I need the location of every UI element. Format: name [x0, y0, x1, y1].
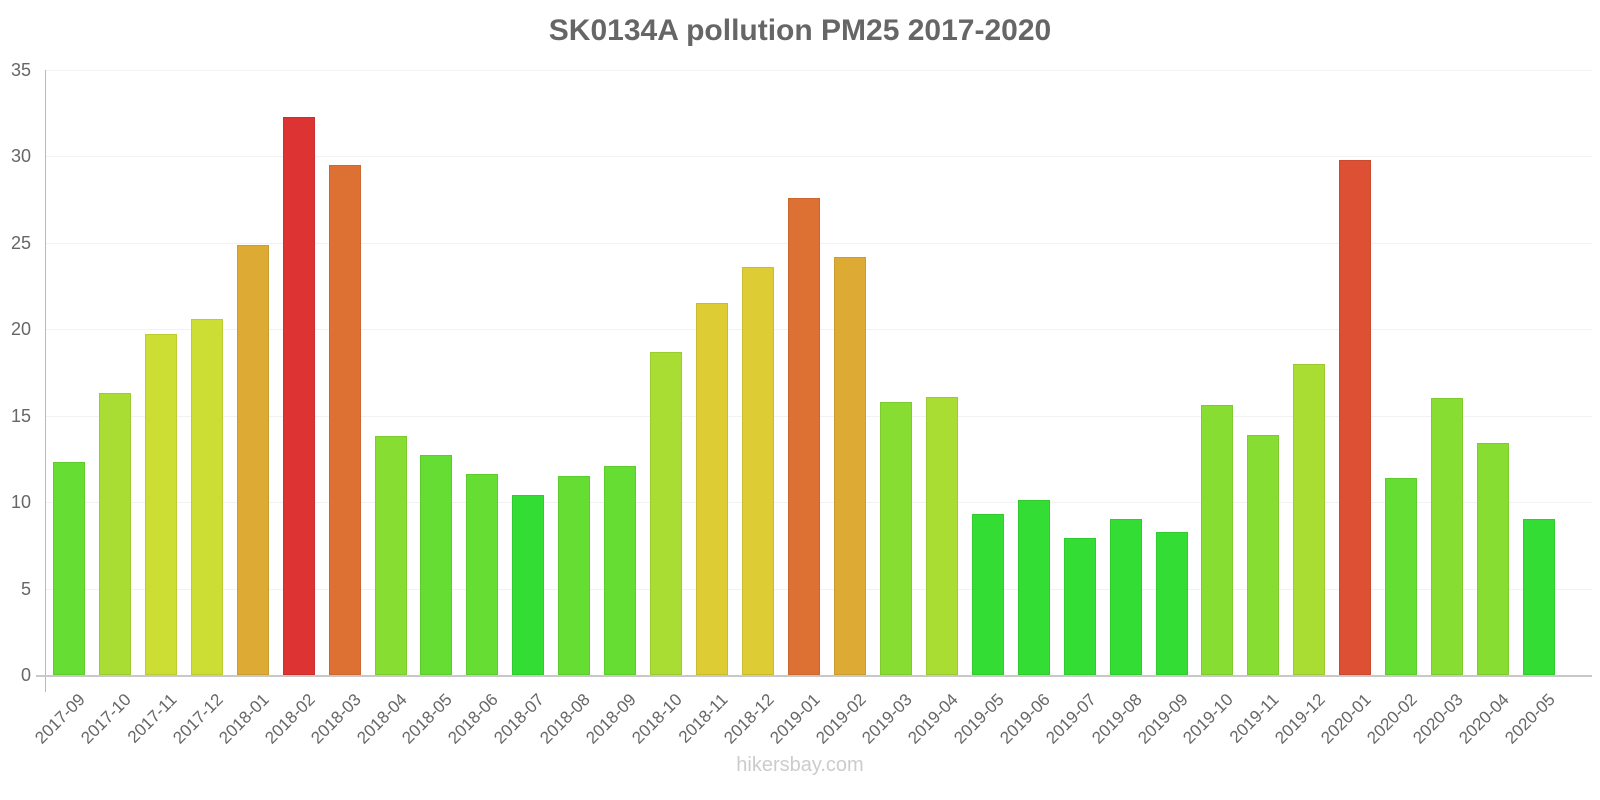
x-tick-label: 2020-03 — [1409, 690, 1467, 748]
y-tick-label: 15 — [10, 406, 31, 426]
y-tick-label: 0 — [20, 665, 31, 685]
x-tick-label: 2020-02 — [1363, 690, 1421, 748]
bar-2019-11[interactable] — [1247, 435, 1279, 675]
x-tick-label: 2018-03 — [307, 690, 365, 748]
x-tick-label: 2019-07 — [1042, 690, 1100, 748]
x-tick-label: 2020-01 — [1317, 690, 1375, 748]
bar-2020-05[interactable] — [1523, 519, 1555, 675]
y-tick-label: 5 — [20, 579, 31, 599]
x-tick-label: 2020-05 — [1501, 690, 1559, 748]
bar-2019-02[interactable] — [834, 257, 866, 675]
bar-2019-07[interactable] — [1064, 538, 1096, 675]
y-tick-label: 35 — [10, 60, 31, 80]
bar-2018-07[interactable] — [512, 495, 544, 675]
bar-2019-09[interactable] — [1156, 532, 1188, 675]
bar-2019-08[interactable] — [1110, 519, 1142, 675]
bar-2018-03[interactable] — [329, 165, 361, 675]
x-tick-label: 2018-06 — [444, 690, 502, 748]
chart-title: SK0134A pollution PM25 2017-2020 — [548, 14, 1052, 47]
bar-2020-03[interactable] — [1431, 398, 1463, 675]
x-tick-label: 2018-09 — [582, 690, 640, 748]
bar-2018-09[interactable] — [604, 466, 636, 675]
x-tick-label: 2019-05 — [950, 690, 1008, 748]
x-tick-label: 2017-10 — [77, 690, 135, 748]
x-tick-label: 2017-11 — [123, 690, 181, 747]
x-axis-line — [36, 675, 1592, 677]
bar-2019-10[interactable] — [1201, 405, 1233, 675]
x-tick-label: 2017-09 — [31, 690, 89, 748]
x-tick-label: 2019-02 — [812, 690, 870, 748]
y-axis-line — [45, 70, 46, 692]
x-tick-label: 2018-08 — [536, 690, 594, 748]
bar-2019-04[interactable] — [926, 397, 958, 675]
bar-2019-03[interactable] — [880, 402, 912, 675]
x-tick-label: 2019-01 — [766, 690, 824, 748]
bar-2018-08[interactable] — [558, 476, 590, 675]
bar-2018-04[interactable] — [375, 436, 407, 675]
bar-2018-10[interactable] — [650, 352, 682, 675]
bar-2018-11[interactable] — [696, 303, 728, 675]
bar-2017-11[interactable] — [145, 334, 177, 675]
bar-2017-10[interactable] — [99, 393, 131, 675]
x-tick-label: 2020-04 — [1455, 690, 1513, 748]
bar-2019-12[interactable] — [1293, 364, 1325, 675]
bar-2018-12[interactable] — [742, 267, 774, 675]
x-tick-label: 2017-12 — [169, 690, 227, 748]
bar-2017-12[interactable] — [191, 319, 223, 675]
x-tick-label: 2019-03 — [858, 690, 916, 748]
x-tick-label: 2018-07 — [490, 690, 548, 748]
x-tick-label: 2018-12 — [720, 690, 778, 748]
bar-2020-01[interactable] — [1339, 160, 1371, 675]
bar-2018-02[interactable] — [283, 117, 315, 675]
x-tick-label: 2019-08 — [1088, 690, 1146, 748]
watermark: hikersbay.com — [736, 754, 864, 776]
x-tick-label: 2018-11 — [674, 690, 732, 747]
x-tick-label: 2019-11 — [1225, 690, 1283, 747]
x-tick-label: 2019-04 — [904, 690, 962, 748]
gridline — [46, 156, 1592, 157]
x-tick-label: 2018-02 — [261, 690, 319, 748]
y-tick-label: 20 — [10, 319, 31, 339]
x-tick-label: 2018-10 — [628, 690, 686, 748]
y-tick-label: 25 — [10, 233, 31, 253]
x-tick-label: 2019-12 — [1271, 690, 1329, 748]
bar-2019-05[interactable] — [972, 514, 1004, 675]
bar-2018-06[interactable] — [466, 474, 498, 675]
gridline — [46, 70, 1592, 71]
y-tick-label: 10 — [10, 492, 31, 512]
bar-2018-05[interactable] — [420, 455, 452, 675]
x-tick-label: 2018-01 — [215, 690, 273, 748]
x-tick-label: 2019-06 — [996, 690, 1054, 748]
bar-2020-04[interactable] — [1477, 443, 1509, 675]
bar-2019-06[interactable] — [1018, 500, 1050, 675]
bar-2018-01[interactable] — [237, 245, 269, 675]
bar-2019-01[interactable] — [788, 198, 820, 675]
bar-2017-09[interactable] — [53, 462, 85, 675]
bar-2020-02[interactable] — [1385, 478, 1417, 675]
y-tick-label: 30 — [10, 146, 31, 166]
